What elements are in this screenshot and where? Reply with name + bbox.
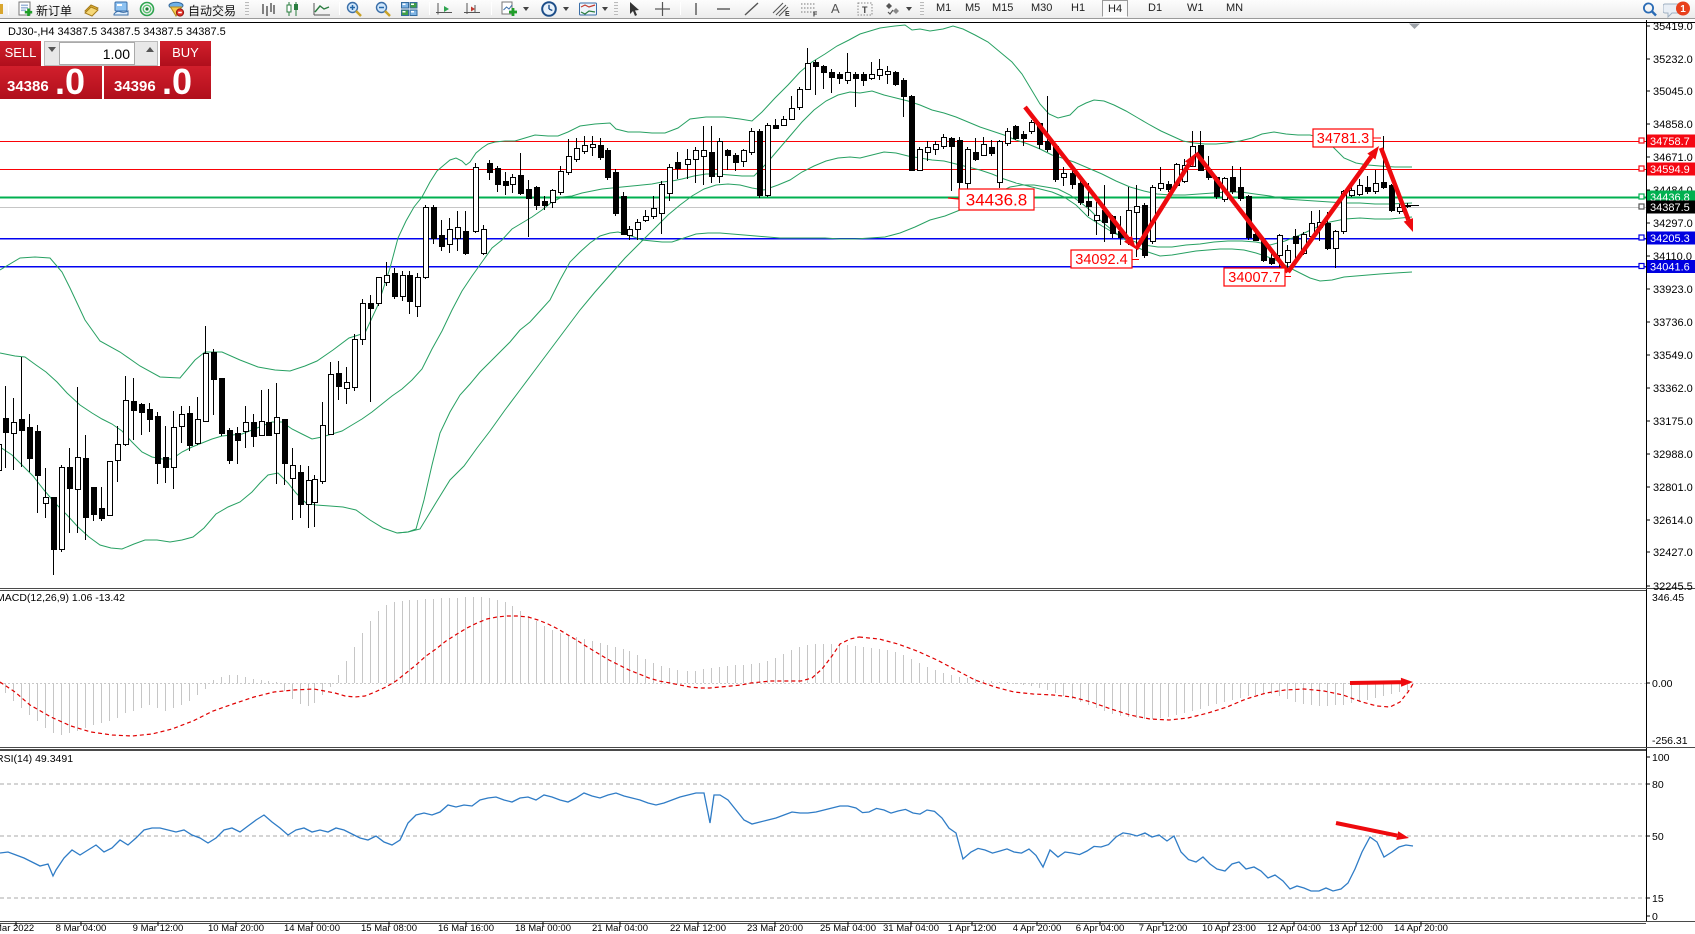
- svg-text:14 Mar 00:00: 14 Mar 00:00: [284, 923, 340, 934]
- svg-text:23 Mar 20:00: 23 Mar 20:00: [747, 923, 803, 934]
- svg-text:6 Apr 04:00: 6 Apr 04:00: [1076, 923, 1125, 934]
- svg-text:22 Mar 12:00: 22 Mar 12:00: [670, 923, 726, 934]
- svg-text:1 Apr 12:00: 1 Apr 12:00: [948, 923, 997, 934]
- svg-text:13 Apr 12:00: 13 Apr 12:00: [1329, 923, 1383, 934]
- svg-text:RSI(14) 49.3491: RSI(14) 49.3491: [0, 753, 73, 765]
- svg-text:18 Mar 00:00: 18 Mar 00:00: [515, 923, 571, 934]
- svg-text:34041.6: 34041.6: [1650, 262, 1690, 274]
- svg-text:34781.3: 34781.3: [1317, 131, 1369, 147]
- svg-text:100: 100: [1652, 752, 1670, 764]
- svg-text:12 Apr 04:00: 12 Apr 04:00: [1267, 923, 1321, 934]
- svg-text:0: 0: [1652, 911, 1658, 923]
- svg-text:33362.0: 33362.0: [1653, 383, 1693, 395]
- svg-text:346.45: 346.45: [1652, 592, 1684, 604]
- svg-text:35419.0: 35419.0: [1653, 21, 1693, 33]
- svg-text:80: 80: [1652, 779, 1664, 791]
- svg-text:34387.5: 34387.5: [1650, 202, 1690, 214]
- svg-text:Mar 2022: Mar 2022: [0, 923, 34, 934]
- svg-text:15 Mar 08:00: 15 Mar 08:00: [361, 923, 417, 934]
- svg-text:DJ30-,H4 34387.5 34387.5 3438: DJ30-,H4 34387.5 34387.5 34387.5 34387.5: [8, 26, 226, 38]
- svg-text:33175.0: 33175.0: [1653, 416, 1693, 428]
- svg-text:E: E: [785, 11, 790, 17]
- svg-text:1: 1: [1680, 4, 1686, 15]
- svg-text:4 Apr 20:00: 4 Apr 20:00: [1013, 923, 1062, 934]
- svg-text:16 Mar 16:00: 16 Mar 16:00: [438, 923, 494, 934]
- svg-text:MACD(12,26,9) 1.06 -13.42: MACD(12,26,9) 1.06 -13.42: [0, 592, 125, 604]
- svg-text:34671.0: 34671.0: [1653, 152, 1693, 164]
- svg-text:34205.3: 34205.3: [1650, 233, 1690, 245]
- svg-text:34007.7: 34007.7: [1228, 270, 1280, 286]
- svg-text:F: F: [813, 12, 818, 18]
- svg-text:33736.0: 33736.0: [1653, 317, 1693, 329]
- svg-text:34758.7: 34758.7: [1650, 136, 1690, 148]
- svg-text:34858.0: 34858.0: [1653, 119, 1693, 131]
- svg-text:33923.0: 33923.0: [1653, 284, 1693, 296]
- svg-text:35232.0: 35232.0: [1653, 54, 1693, 66]
- svg-text:34297.0: 34297.0: [1653, 218, 1693, 230]
- svg-text:31 Mar 04:00: 31 Mar 04:00: [883, 923, 939, 934]
- svg-text:32614.0: 32614.0: [1653, 515, 1693, 527]
- svg-text:10 Mar 20:00: 10 Mar 20:00: [208, 923, 264, 934]
- svg-text:33549.0: 33549.0: [1653, 350, 1693, 362]
- svg-text:-256.31: -256.31: [1652, 735, 1688, 747]
- svg-text:25 Mar 04:00: 25 Mar 04:00: [820, 923, 876, 934]
- svg-text:34092.4: 34092.4: [1075, 252, 1127, 268]
- svg-text:15: 15: [1652, 893, 1664, 905]
- svg-text:35045.0: 35045.0: [1653, 86, 1693, 98]
- svg-text:T: T: [862, 5, 868, 15]
- svg-text:8 Mar 04:00: 8 Mar 04:00: [56, 923, 107, 934]
- svg-text:34594.9: 34594.9: [1650, 164, 1690, 176]
- svg-text:32245.5: 32245.5: [1653, 581, 1693, 593]
- svg-text:34436.8: 34436.8: [966, 191, 1027, 210]
- svg-text:50: 50: [1652, 831, 1664, 843]
- svg-text:0.00: 0.00: [1652, 678, 1673, 690]
- svg-text:32988.0: 32988.0: [1653, 449, 1693, 461]
- svg-text:21 Mar 04:00: 21 Mar 04:00: [592, 923, 648, 934]
- svg-text:32427.0: 32427.0: [1653, 547, 1693, 559]
- svg-text:7 Apr 12:00: 7 Apr 12:00: [1139, 923, 1188, 934]
- svg-text:10 Apr 23:00: 10 Apr 23:00: [1202, 923, 1256, 934]
- svg-text:9 Mar 12:00: 9 Mar 12:00: [133, 923, 184, 934]
- svg-text:32801.0: 32801.0: [1653, 482, 1693, 494]
- svg-text:14 Apr 20:00: 14 Apr 20:00: [1394, 923, 1448, 934]
